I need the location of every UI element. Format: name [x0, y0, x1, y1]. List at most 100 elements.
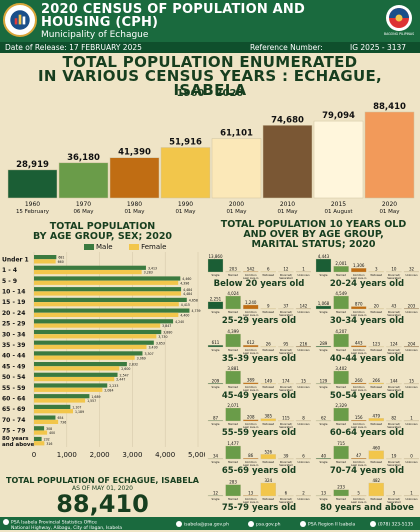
footer-web-text: psa.gov.ph	[256, 523, 280, 528]
marital-bar	[208, 383, 223, 384]
marital-bar	[386, 383, 401, 384]
footer-facebook[interactable]: PSA Region II Isabela	[300, 521, 355, 528]
marital-value: 460	[372, 445, 380, 450]
marital-status-label: Widowed	[262, 497, 274, 501]
marital-status-label: Widowed	[262, 422, 274, 426]
age-xtick: 4,000	[155, 451, 175, 459]
age-bar-female	[34, 420, 58, 424]
age-bar-male	[34, 362, 127, 366]
age-xtick: 5,000	[188, 451, 205, 459]
marital-status-label: Married	[228, 348, 238, 352]
marital-value: 13	[321, 490, 327, 495]
marital-status-label: Single	[320, 310, 328, 314]
age-bar-female	[34, 302, 179, 306]
age-bar-male	[34, 394, 89, 398]
email-icon	[176, 521, 182, 527]
marital-value: 40	[321, 453, 327, 458]
marital-bar	[208, 302, 223, 309]
marital-status-label: Unknown	[297, 273, 309, 277]
age-bar-male	[34, 405, 70, 409]
marital-status-label: Married	[336, 460, 346, 464]
age-panel-title: TOTAL POPULATION BY AGE GROUP, SEX; 2020	[0, 222, 205, 242]
marital-value: 870	[355, 302, 363, 307]
marital-bar	[351, 345, 366, 346]
footer-email[interactable]: isabela@psa.gov.ph	[176, 521, 229, 528]
marital-value: 1,240	[245, 300, 257, 305]
marital-value: 542	[247, 266, 255, 271]
phone-icon	[370, 521, 376, 527]
marital-status-label: Single	[212, 422, 220, 426]
age-bar-female	[34, 398, 85, 402]
marital-status-label: Unknown	[405, 422, 417, 426]
marital-bar	[226, 296, 241, 309]
census-bar-2020	[365, 112, 414, 198]
age-bar-male	[34, 255, 56, 259]
marital-bar	[243, 495, 258, 496]
legend-female-label: Female	[141, 243, 166, 251]
age-bar-female	[34, 334, 156, 338]
marital-bar	[334, 490, 349, 496]
age-bar-male	[34, 309, 189, 313]
age-bar-male	[34, 276, 180, 280]
census-year-1990: 1990	[178, 201, 193, 208]
marital-status-label: Married	[336, 385, 346, 389]
header-title-line2: HOUSING (CPH)	[41, 16, 305, 29]
marital-value: 216	[300, 341, 308, 346]
marital-status-label: Single	[212, 273, 220, 277]
marital-value: 3,402	[335, 366, 347, 371]
legend-female-swatch	[129, 244, 139, 250]
marital-status-label: Widowed	[370, 385, 382, 389]
marital-status-label: Married	[336, 422, 346, 426]
census-bar-2010	[263, 125, 312, 198]
census-date-1980: 01 May	[124, 209, 145, 215]
age-value-female: 3,430	[149, 346, 158, 350]
marital-bar	[226, 408, 241, 421]
age-category-label: 20 - 24	[2, 310, 25, 317]
marital-bar	[226, 334, 241, 347]
age-xtick: 0	[32, 451, 36, 459]
marital-bar	[243, 458, 258, 459]
marital-value: 32	[409, 267, 415, 272]
marital-status-label: Single	[320, 460, 328, 464]
age-bar-male	[34, 266, 146, 270]
facebook-icon	[300, 521, 306, 527]
age-bar-female	[34, 366, 119, 370]
marital-status-label: Widowed	[262, 460, 274, 464]
release-info-bar: Date of Release: 17 FEBRUARY 2025 Refere…	[0, 42, 420, 53]
age-bar-female	[34, 313, 178, 317]
footer-email-text: isabela@psa.gov.ph	[184, 523, 229, 528]
marital-bar	[278, 383, 293, 384]
marital-value: 4,549	[335, 291, 347, 296]
census-date-2015: 01 August	[325, 209, 354, 215]
marital-value: 123	[372, 341, 380, 346]
census-bar-2015	[314, 121, 363, 198]
marital-bar	[404, 346, 419, 347]
total-population-value: 88,410	[0, 490, 205, 518]
location-icon	[3, 519, 9, 525]
census-date-1970: 06 May	[73, 209, 94, 215]
marital-value: 62	[321, 416, 327, 421]
marital-value: 156	[355, 415, 363, 420]
age-bar-male	[34, 416, 55, 420]
marital-value: 4,024	[227, 291, 239, 296]
marital-value: 4,399	[227, 329, 239, 334]
age-value-female: 4,400	[180, 314, 189, 318]
census-year-1980: 1980	[127, 201, 142, 208]
marital-group-label: Below 20 years old	[207, 279, 311, 289]
marital-status-label: Single	[320, 348, 328, 352]
age-value-female: 316	[46, 442, 52, 446]
reference-label: Reference Number:	[250, 42, 323, 53]
census-bar-1960	[8, 170, 57, 198]
marital-status-label: Unknown	[297, 497, 309, 501]
marital-status-label: Single	[212, 497, 220, 501]
marital-value: 6	[267, 267, 270, 272]
marital-status-label: Single	[212, 460, 220, 464]
footer-web[interactable]: psa.gov.ph	[248, 521, 280, 528]
marital-value: 2	[302, 490, 305, 495]
age-category-label: 5 - 9	[2, 278, 17, 285]
